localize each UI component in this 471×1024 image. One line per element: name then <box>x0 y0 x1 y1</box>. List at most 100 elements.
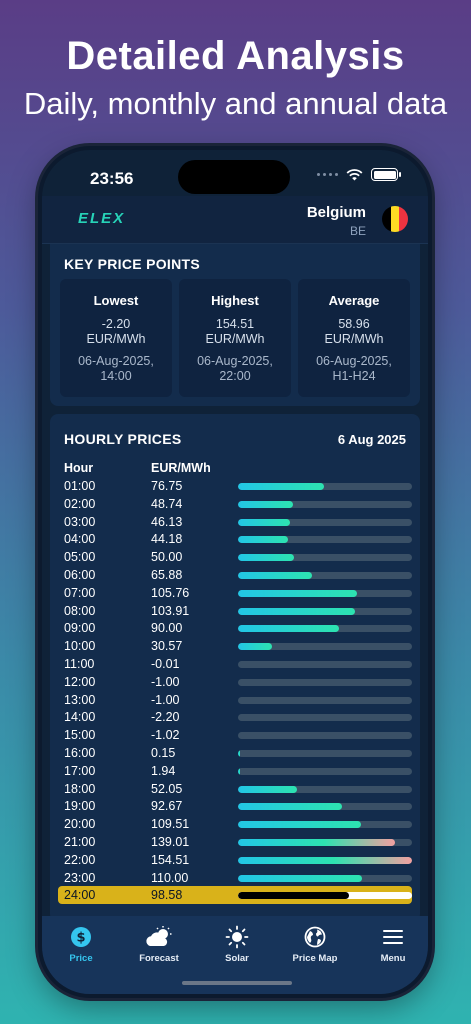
price-bar-track <box>238 554 412 562</box>
kp-unit: EUR/MWh <box>205 332 265 346</box>
hourly-price-row[interactable]: 16:00 0.15 <box>58 744 412 762</box>
kp-label: Lowest <box>93 293 139 308</box>
row-price: 103.91 <box>151 603 190 618</box>
tab-label: Solar <box>225 953 249 964</box>
price-bar <box>238 571 313 579</box>
tab-label: Menu <box>380 953 406 964</box>
hourly-price-row[interactable]: 15:00 -1.02 <box>58 726 412 744</box>
price-bar <box>238 749 241 757</box>
price-bar-track <box>238 821 412 829</box>
hourly-price-row[interactable]: 03:00 46.13 <box>58 513 412 531</box>
price-bar-track <box>238 660 412 668</box>
kp-date: 06-Aug-2025, <box>197 354 273 368</box>
country-code: BE <box>349 224 366 238</box>
hourly-price-row[interactable]: 17:00 1.94 <box>58 762 412 780</box>
price-bar-track <box>238 874 412 882</box>
key-price-average: Average 58.96 EUR/MWh 06-Aug-2025, H1-H2… <box>298 279 410 397</box>
row-hour: 03:00 <box>64 514 96 529</box>
hourly-price-row[interactable]: 06:00 65.88 <box>58 566 412 584</box>
hourly-price-row[interactable]: 18:00 52.05 <box>58 780 412 798</box>
row-hour: 19:00 <box>64 799 96 814</box>
hourly-price-row[interactable]: 14:00 -2.20 <box>58 708 412 726</box>
cellular-signal-icon <box>317 173 338 176</box>
row-hour: 12:00 <box>64 674 96 689</box>
row-hour: 20:00 <box>64 817 96 832</box>
tab-menu[interactable]: Menu <box>358 924 428 964</box>
row-hour: 23:00 <box>64 870 96 885</box>
hourly-price-row[interactable]: 01:00 76.75 <box>58 477 412 495</box>
hamburger-menu-icon <box>383 930 403 944</box>
hourly-price-row[interactable]: 12:00 -1.00 <box>58 673 412 691</box>
row-hour: 07:00 <box>64 585 96 600</box>
price-bar-track <box>238 838 412 846</box>
price-bar-track <box>238 732 412 740</box>
row-hour: 01:00 <box>64 479 96 493</box>
tab-price-map[interactable]: Price Map <box>280 924 350 964</box>
price-bar-track <box>238 678 412 686</box>
kp-time: H1-H24 <box>332 369 376 383</box>
hourly-price-row[interactable]: 08:00 103.91 <box>58 602 412 620</box>
promo-title: Detailed Analysis <box>66 34 405 78</box>
row-price: 0.15 <box>151 745 176 760</box>
hourly-price-row[interactable]: 09:00 90.00 <box>58 619 412 637</box>
app-header: ELEX Belgium BE <box>42 196 428 244</box>
belgium-flag-icon[interactable] <box>382 206 408 232</box>
hourly-price-row[interactable]: 19:00 92.67 <box>58 797 412 815</box>
price-bar-track <box>238 643 412 651</box>
hourly-price-row[interactable]: 13:00 -1.00 <box>58 691 412 709</box>
price-bar <box>238 536 288 544</box>
country-name[interactable]: Belgium <box>306 204 366 221</box>
row-price: 109.51 <box>151 817 190 832</box>
hourly-price-row[interactable]: 07:00 105.76 <box>58 584 412 602</box>
row-hour: 13:00 <box>64 692 96 707</box>
home-indicator <box>182 981 292 985</box>
price-bar-track <box>238 518 412 526</box>
price-bar <box>238 874 362 882</box>
price-bar-track <box>238 714 412 722</box>
row-price: 52.05 <box>151 781 183 796</box>
hourly-price-row[interactable]: 21:00 139.01 <box>58 833 412 851</box>
tab-price[interactable]: $ Price <box>46 924 116 964</box>
hourly-price-row[interactable]: 05:00 50.00 <box>58 548 412 566</box>
hourly-price-row[interactable]: 22:00 154.51 <box>58 851 412 869</box>
kp-unit: EUR/MWh <box>324 332 384 346</box>
price-bar-track <box>238 536 412 544</box>
kp-time: 22:00 <box>219 369 251 383</box>
kp-unit: EUR/MWh <box>86 332 146 346</box>
hourly-prices-card: HOURLY PRICES 6 Aug 2025 Hour EUR/MWh 01… <box>50 414 420 922</box>
row-price: 46.13 <box>151 514 183 529</box>
elex-logo: ELEX <box>78 210 126 227</box>
price-bar <box>238 856 412 864</box>
hourly-prices-date[interactable]: 6 Aug 2025 <box>337 432 406 447</box>
row-hour: 02:00 <box>64 496 96 511</box>
hourly-price-row[interactable]: 02:00 48.74 <box>58 495 412 513</box>
kp-label: Average <box>328 293 380 308</box>
app-screen: 23:56 ELEX Belgium BE KEY PRICE POINTS <box>42 150 428 994</box>
key-price-points-row: Lowest -2.20 EUR/MWh 06-Aug-2025, 14:00 … <box>60 279 410 397</box>
row-price: -2.20 <box>151 710 180 725</box>
tab-solar[interactable]: Solar <box>202 924 272 964</box>
hourly-price-row[interactable]: 10:00 30.57 <box>58 637 412 655</box>
hourly-price-row[interactable]: 20:00 109.51 <box>58 815 412 833</box>
price-bar <box>238 483 325 490</box>
kp-value: -2.20 <box>101 317 131 331</box>
wifi-icon <box>346 168 363 180</box>
price-bar-track <box>238 749 412 757</box>
kp-date: 06-Aug-2025, <box>78 354 154 368</box>
battery-icon <box>371 168 401 181</box>
hourly-price-row[interactable]: 24:00 98.58 <box>58 886 412 905</box>
row-price: 50.00 <box>151 550 183 565</box>
key-price-points-title: KEY PRICE POINTS <box>64 256 201 272</box>
hourly-price-row[interactable]: 04:00 44.18 <box>58 530 412 548</box>
globe-icon <box>304 926 326 948</box>
tab-forecast[interactable]: Forecast <box>124 924 194 964</box>
row-hour: 17:00 <box>64 763 96 778</box>
hourly-price-row[interactable]: 11:00 -0.01 <box>58 655 412 673</box>
key-price-lowest: Lowest -2.20 EUR/MWh 06-Aug-2025, 14:00 <box>60 279 172 397</box>
hourly-price-row[interactable]: 23:00 110.00 <box>58 869 412 887</box>
svg-text:$: $ <box>76 931 85 946</box>
price-bar <box>238 838 395 846</box>
key-price-points-card: KEY PRICE POINTS Lowest -2.20 EUR/MWh 06… <box>50 244 420 406</box>
price-bar-track <box>238 607 412 615</box>
row-hour: 11:00 <box>64 656 95 671</box>
